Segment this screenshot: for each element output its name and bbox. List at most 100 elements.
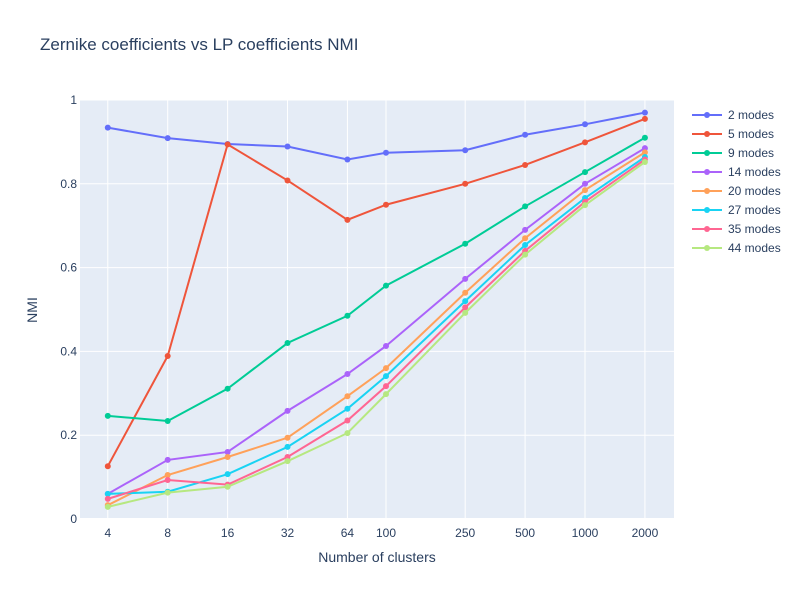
data-point [284, 407, 291, 414]
data-point [522, 251, 529, 258]
data-point [164, 135, 171, 142]
data-point [344, 393, 351, 400]
x-ticks: 4 8 16 32 64 100 250 500 1000 2000 [104, 526, 658, 540]
data-point [284, 443, 291, 450]
series-line [107, 111, 646, 161]
data-point [582, 169, 589, 176]
data-point [522, 203, 529, 210]
plot-background [80, 100, 674, 519]
data-point [344, 156, 351, 163]
data-point [382, 149, 389, 156]
data-point [104, 503, 111, 510]
data-point [462, 298, 469, 305]
data-point [641, 109, 648, 116]
data-point [344, 371, 351, 378]
legend-swatch-marker [704, 245, 710, 251]
legend-label: 5 modes [728, 127, 774, 141]
data-point [522, 131, 529, 138]
data-point [284, 434, 291, 441]
data-point [164, 456, 171, 463]
x-tick-label: 16 [221, 526, 235, 540]
x-axis-label: Number of clusters [318, 549, 435, 565]
data-point [582, 187, 589, 194]
data-point [522, 161, 529, 168]
series-line [107, 136, 646, 422]
x-tick-label: 100 [376, 526, 396, 540]
series-line [107, 151, 646, 507]
data-point [224, 385, 231, 392]
data-point [462, 289, 469, 296]
legend-item[interactable]: 5 modes [692, 127, 774, 141]
data-point [224, 471, 231, 478]
x-tick-label: 64 [341, 526, 355, 540]
x-tick-label: 1000 [572, 526, 599, 540]
y-tick-label: 0 [70, 512, 77, 526]
data-point [641, 134, 648, 141]
data-point [344, 405, 351, 412]
data-point [382, 391, 389, 398]
legend-label: 44 modes [728, 241, 781, 255]
series-9-modes [104, 134, 648, 424]
y-tick-label: 0.4 [60, 344, 77, 358]
legend-item[interactable]: 2 modes [692, 108, 774, 122]
series-line [106, 117, 646, 467]
legend-item[interactable]: 9 modes [692, 146, 774, 160]
legend: 2 modes 5 modes 9 modes 14 modes 20 modes 27 … [692, 108, 781, 255]
legend-item[interactable]: 14 modes [692, 165, 781, 179]
legend-label: 27 modes [728, 203, 781, 217]
x-tick-label: 8 [164, 526, 171, 540]
data-point [382, 373, 389, 380]
legend-swatch-marker [704, 131, 710, 137]
data-point [382, 282, 389, 289]
y-tick-label: 1 [70, 93, 77, 107]
data-point [224, 141, 231, 148]
series-layer [104, 109, 648, 510]
legend-item[interactable]: 35 modes [692, 222, 781, 236]
data-point [104, 124, 111, 131]
data-point [284, 177, 291, 184]
legend-label: 20 modes [728, 184, 781, 198]
data-point [104, 490, 111, 497]
data-point [224, 448, 231, 455]
data-point [462, 180, 469, 187]
data-point [344, 312, 351, 319]
data-point [641, 115, 648, 122]
data-point [224, 453, 231, 460]
legend-item[interactable]: 20 modes [692, 184, 781, 198]
data-point [224, 483, 231, 490]
legend-label: 35 modes [728, 222, 781, 236]
y-ticks: 0 0.2 0.4 0.6 0.8 1 [60, 93, 77, 526]
x-tick-label: 4 [104, 526, 111, 540]
data-point [522, 235, 529, 242]
series-44-modes [104, 159, 648, 510]
data-point [641, 149, 648, 156]
data-point [284, 453, 291, 460]
legend-item[interactable]: 44 modes [692, 241, 781, 255]
y-tick-label: 0.6 [60, 261, 77, 275]
data-point [382, 342, 389, 349]
data-point [641, 145, 648, 152]
x-tick-label: 2000 [632, 526, 659, 540]
x-tick-label: 32 [281, 526, 295, 540]
data-point [462, 147, 469, 154]
legend-item[interactable]: 27 modes [692, 203, 781, 217]
data-point [522, 226, 529, 233]
data-point [344, 216, 351, 223]
data-point [104, 495, 111, 502]
series-line [107, 158, 646, 500]
legend-swatch-marker [704, 169, 710, 175]
legend-swatch-marker [704, 150, 710, 156]
legend-swatch-marker [704, 226, 710, 232]
data-point [462, 304, 469, 311]
data-point [522, 241, 529, 248]
chart-title: Zernike coefficients vs LP coefficients … [40, 35, 358, 54]
data-point [582, 121, 589, 128]
legend-swatch-marker [704, 112, 710, 118]
data-point [344, 417, 351, 424]
legend-swatch-marker [704, 207, 710, 213]
legend-label: 9 modes [728, 146, 774, 160]
legend-label: 14 modes [728, 165, 781, 179]
series-line [107, 161, 646, 508]
data-point [344, 430, 351, 437]
